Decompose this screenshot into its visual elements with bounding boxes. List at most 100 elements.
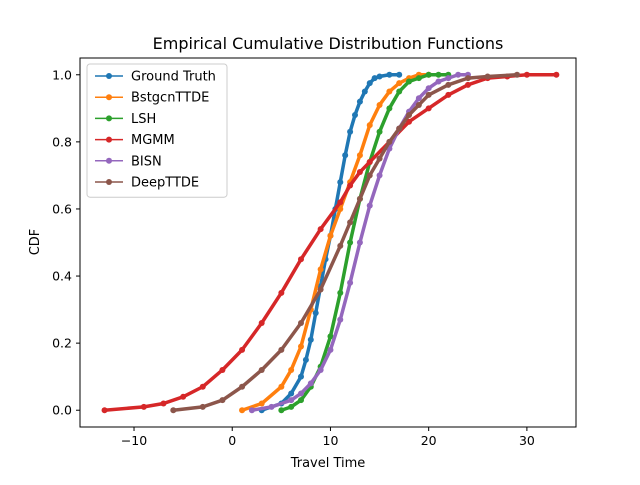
series-mgmm-point <box>553 71 560 78</box>
legend-entry-lsh-marker <box>106 115 112 122</box>
series-mgmm-point <box>258 320 265 327</box>
series-deepttde-point <box>425 91 432 98</box>
series-bstgcnttde-point <box>376 101 383 108</box>
series-lsh-point <box>425 71 432 78</box>
series-lsh-point <box>337 289 344 296</box>
axes: −10 0 10 20 30 0.0 0.2 0.4 0.6 0.8 1.0 <box>52 57 577 448</box>
series-lsh-point <box>297 397 304 404</box>
series-bstgcnttde-point <box>239 407 246 414</box>
series-mgmm-point <box>445 91 452 98</box>
y-tick-label: 0.8 <box>52 134 72 149</box>
series-lsh-point <box>386 105 393 112</box>
legend-entry-ground-truth-label: Ground Truth <box>131 70 216 85</box>
series-deepttde-point <box>219 397 226 404</box>
y-tick-label: 0.2 <box>52 336 72 351</box>
legend-entry-deepttde-marker <box>106 179 112 185</box>
series-bisn-point <box>297 390 304 397</box>
series-deepttde-point <box>258 366 265 373</box>
series-ground-truth-point <box>347 128 354 135</box>
series-ground-truth-point <box>356 98 363 105</box>
series-bisn-point <box>327 346 334 353</box>
series-ground-truth-point <box>337 179 344 186</box>
series-mgmm-point <box>101 407 108 414</box>
series-mgmm-point <box>366 158 373 165</box>
series-deepttde-point <box>347 219 354 226</box>
x-axis-label: Travel Time <box>290 456 366 471</box>
series-ground-truth-point <box>297 373 304 380</box>
series-bstgcnttde-point <box>356 152 363 159</box>
series-lsh-point <box>288 403 295 410</box>
series-deepttde-point <box>484 73 491 80</box>
series-ground-truth-point <box>361 88 368 95</box>
series-bisn-point <box>425 85 432 92</box>
series-lsh-point <box>435 71 442 78</box>
y-tick-label: 0.6 <box>52 201 72 216</box>
series-ground-truth-point <box>371 75 378 82</box>
series-ground-truth-point <box>352 112 359 119</box>
series-lsh-point <box>278 407 285 414</box>
series-mgmm-point <box>219 366 226 373</box>
series-mgmm-point <box>464 81 471 88</box>
series-bstgcnttde-point <box>278 383 285 390</box>
legend-entry-ground-truth: Ground Truth <box>95 70 216 85</box>
y-tick-label: 0.0 <box>52 403 72 418</box>
series-bstgcnttde-point <box>366 122 373 129</box>
series-deepttde-point <box>337 242 344 249</box>
series-deepttde-point <box>464 75 471 82</box>
series-mgmm-point <box>180 393 187 400</box>
y-tick-label: 0.4 <box>52 269 72 284</box>
y-tick-label: 1.0 <box>52 67 72 82</box>
legend-entry-lsh: LSH <box>95 112 156 127</box>
series-bisn-point <box>307 380 314 387</box>
series-bisn-point <box>435 78 442 85</box>
legend-entry-bstgcnttde: BstgcnTTDE <box>95 91 209 106</box>
axes-frame <box>79 57 577 428</box>
series-bisn-point <box>376 172 383 179</box>
series-bstgcnttde-point <box>337 205 344 212</box>
series-ground-truth-point <box>288 390 295 397</box>
series-deepttde-point <box>514 71 521 78</box>
series-mgmm-point <box>297 256 304 263</box>
series-bisn-point <box>268 403 275 410</box>
series-deepttde-point <box>297 320 304 327</box>
series-bisn-point <box>356 239 363 246</box>
series-bisn-point <box>288 397 295 404</box>
series-bisn-point <box>455 71 462 78</box>
legend: Ground Truth BstgcnTTDE LSH MGMM BISN DeepTTD… <box>86 63 228 198</box>
series-ground-truth-point <box>396 71 403 78</box>
series-bstgcnttde-point <box>396 80 403 87</box>
series-ground-truth-point <box>302 356 309 363</box>
series-ground-truth-point <box>312 309 319 316</box>
series-deepttde-point <box>396 125 403 132</box>
series-ground-truth-point <box>366 80 373 87</box>
series-lsh-point <box>376 128 383 135</box>
series-ground-truth-point <box>307 336 314 343</box>
plot-area <box>101 71 560 414</box>
series-bstgcnttde-point <box>327 232 334 239</box>
series-deepttde-point <box>376 155 383 162</box>
series-bstgcnttde-point <box>258 400 265 407</box>
series-ground-truth-point <box>342 152 349 159</box>
series-mgmm-point <box>406 118 413 125</box>
series-bisn-point <box>366 202 373 209</box>
legend-entry-ground-truth-marker <box>106 73 112 79</box>
series-mgmm-point <box>278 289 285 296</box>
x-tick-label: 10 <box>323 433 339 448</box>
series-lsh-point <box>327 333 334 340</box>
y-axis-label: CDF <box>28 229 43 256</box>
series-mgmm-point <box>140 403 147 410</box>
legend-entry-bstgcnttde-label: BstgcnTTDE <box>131 91 209 106</box>
x-tick-label: 30 <box>519 433 535 448</box>
series-bisn-point <box>248 407 255 414</box>
series-deepttde-line <box>171 73 519 412</box>
x-tick-label: 20 <box>421 433 437 448</box>
series-deepttde-point <box>386 138 393 145</box>
series-ground-truth-point <box>376 73 383 80</box>
legend-entry-bstgcnttde-marker <box>106 94 112 101</box>
legend-entry-lsh-label: LSH <box>131 112 156 127</box>
series-bisn-point <box>337 316 344 323</box>
series-mgmm-point <box>425 105 432 112</box>
series-ground-truth-point <box>386 71 393 78</box>
